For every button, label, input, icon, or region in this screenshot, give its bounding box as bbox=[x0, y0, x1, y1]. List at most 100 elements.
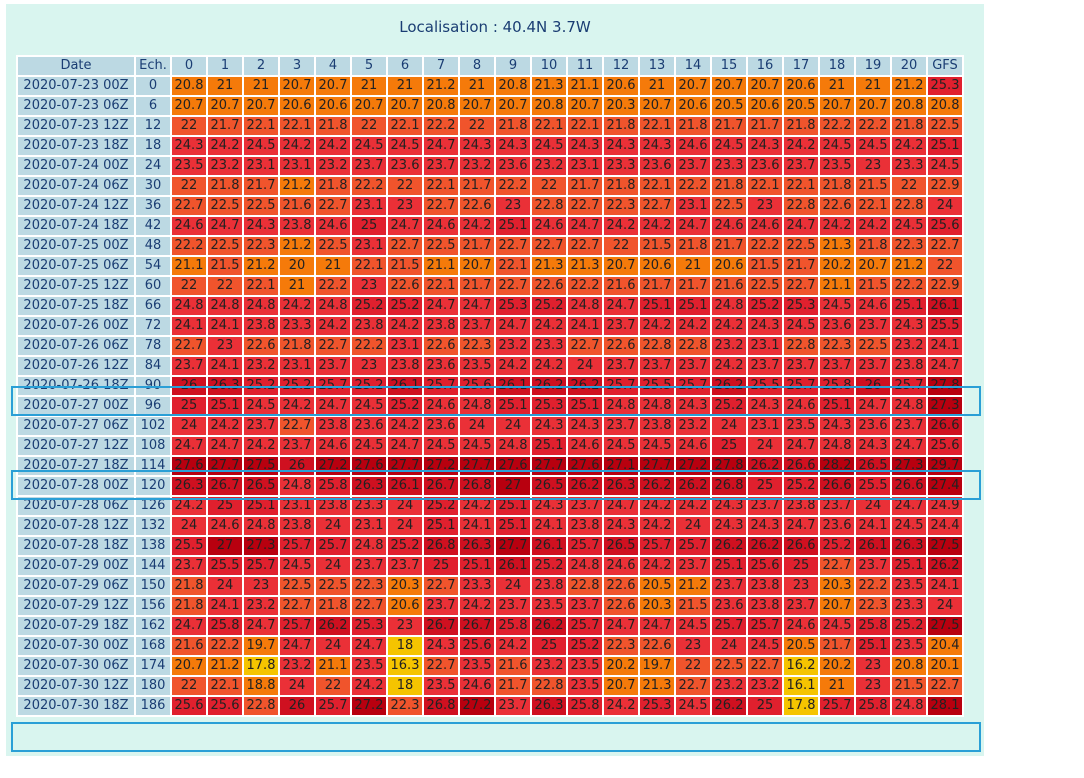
temperature-cell: 26 bbox=[278, 695, 316, 717]
temperature-cell: 23.7 bbox=[674, 155, 712, 177]
temperature-cell: 25.5 bbox=[638, 375, 676, 397]
temperature-cell: 24 bbox=[710, 415, 748, 437]
temperature-cell: 23.1 bbox=[242, 155, 280, 177]
temperature-cell: 24.1 bbox=[854, 515, 892, 537]
temperature-cell: 22.7 bbox=[422, 195, 460, 217]
temperature-cell: 21.8 bbox=[206, 175, 244, 197]
temperature-cell: 25 bbox=[746, 695, 784, 717]
row-ech: 102 bbox=[134, 415, 172, 437]
temperature-cell: 20.7 bbox=[638, 95, 676, 117]
temperature-cell: 24.3 bbox=[602, 515, 640, 537]
temperature-cell: 23.5 bbox=[458, 655, 496, 677]
temperature-cell: 24.2 bbox=[854, 215, 892, 237]
row-ech: 174 bbox=[134, 655, 172, 677]
temperature-cell: 24.6 bbox=[170, 215, 208, 237]
temperature-cell: 22.3 bbox=[818, 335, 856, 357]
temperature-cell: 23.2 bbox=[494, 335, 532, 357]
temperature-cell: 22.2 bbox=[314, 275, 352, 297]
temperature-cell: 22.7 bbox=[782, 275, 820, 297]
temperature-cell: 24.5 bbox=[278, 555, 316, 577]
temperature-cell: 27.3 bbox=[926, 395, 964, 417]
temperature-cell: 23.7 bbox=[350, 155, 388, 177]
row-ech: 150 bbox=[134, 575, 172, 597]
temperature-cell: 23.7 bbox=[350, 555, 388, 577]
table-row: 2020-07-27 00Z 96 25 25.1 24.5 24.2 24.7 24.5 25… bbox=[16, 395, 964, 417]
temperature-cell: 21.3 bbox=[530, 255, 568, 277]
table-row: 2020-07-26 06Z 78 22.7 23 22.6 21.8 22.7 22.2 23… bbox=[16, 335, 964, 357]
row-ech: 36 bbox=[134, 195, 172, 217]
temperature-cell: 24 bbox=[170, 515, 208, 537]
temperature-cell: 25.2 bbox=[422, 495, 460, 517]
temperature-cell: 22 bbox=[602, 235, 640, 257]
temperature-cell: 24.2 bbox=[494, 355, 532, 377]
temperature-cell: 24.5 bbox=[674, 695, 712, 717]
temperature-cell: 21.7 bbox=[206, 115, 244, 137]
table-row: 2020-07-28 12Z 132 24 24.6 24.8 23.8 24 23.1 24 2… bbox=[16, 515, 964, 537]
temperature-cell: 23.8 bbox=[314, 495, 352, 517]
temperature-cell: 23.7 bbox=[494, 695, 532, 717]
temperature-cell: 21.8 bbox=[674, 115, 712, 137]
temperature-cell: 20.8 bbox=[530, 95, 568, 117]
temperature-cell: 26.6 bbox=[890, 475, 928, 497]
temperature-cell: 28.2 bbox=[818, 455, 856, 477]
temperature-cell: 24.3 bbox=[818, 415, 856, 437]
column-header-member: 14 bbox=[674, 55, 712, 77]
row-ech: 120 bbox=[134, 475, 172, 497]
temperature-cell: 16.2 bbox=[782, 655, 820, 677]
temperature-cell: 24.7 bbox=[206, 435, 244, 457]
temperature-cell: 21.5 bbox=[638, 235, 676, 257]
temperature-cell: 25.1 bbox=[890, 555, 928, 577]
temperature-cell: 24.3 bbox=[890, 315, 928, 337]
temperature-cell: 23.5 bbox=[170, 155, 208, 177]
row-date: 2020-07-27 18Z bbox=[16, 455, 136, 477]
temperature-cell: 27 bbox=[494, 475, 532, 497]
table-row: 2020-07-25 06Z 54 21.1 21.5 21.2 20 21 22.1 21.5… bbox=[16, 255, 964, 277]
temperature-cell: 23 bbox=[494, 195, 532, 217]
temperature-cell: 22 bbox=[350, 115, 388, 137]
temperature-cell: 22.2 bbox=[422, 115, 460, 137]
table-row: 2020-07-30 00Z 168 21.6 22.2 19.7 24.7 24 24.7 1… bbox=[16, 635, 964, 657]
temperature-cell: 22.1 bbox=[530, 115, 568, 137]
temperature-cell: 24.7 bbox=[170, 615, 208, 637]
row-date: 2020-07-25 06Z bbox=[16, 255, 136, 277]
temperature-cell: 26.5 bbox=[242, 475, 280, 497]
temperature-cell: 24.2 bbox=[674, 495, 712, 517]
temperature-cell: 25.2 bbox=[566, 635, 604, 657]
temperature-cell: 24.7 bbox=[602, 615, 640, 637]
temperature-cell: 18 bbox=[386, 635, 424, 657]
temperature-cell: 21.8 bbox=[278, 335, 316, 357]
temperature-cell: 24.7 bbox=[782, 435, 820, 457]
row-date: 2020-07-24 12Z bbox=[16, 195, 136, 217]
temperature-cell: 24.2 bbox=[710, 315, 748, 337]
row-ech: 66 bbox=[134, 295, 172, 317]
temperature-cell: 21 bbox=[818, 675, 856, 697]
temperature-table: Date Ech. 0 1 2 3 4 5 6 7 8 9 10 11 12 13 14 15 16 17 18 19 20… bbox=[16, 55, 964, 717]
temperature-cell: 21.2 bbox=[206, 655, 244, 677]
row-ech: 78 bbox=[134, 335, 172, 357]
row-ech: 168 bbox=[134, 635, 172, 657]
temperature-cell: 24 bbox=[170, 415, 208, 437]
temperature-cell: 23.7 bbox=[170, 555, 208, 577]
row-date: 2020-07-30 18Z bbox=[16, 695, 136, 717]
row-ech: 48 bbox=[134, 235, 172, 257]
temperature-cell: 23.7 bbox=[818, 355, 856, 377]
temperature-cell: 22.7 bbox=[566, 235, 604, 257]
temperature-cell: 21.6 bbox=[278, 195, 316, 217]
temperature-cell: 21.2 bbox=[890, 255, 928, 277]
column-header-date: Date bbox=[16, 55, 136, 77]
temperature-cell: 23.3 bbox=[530, 335, 568, 357]
temperature-cell: 20.7 bbox=[314, 75, 352, 97]
temperature-cell: 20.6 bbox=[386, 595, 424, 617]
temperature-cell: 25.7 bbox=[314, 695, 352, 717]
temperature-cell: 24 bbox=[314, 515, 352, 537]
row-ech: 24 bbox=[134, 155, 172, 177]
temperature-cell: 23.8 bbox=[278, 215, 316, 237]
temperature-cell: 25.1 bbox=[638, 295, 676, 317]
temperature-cell: 23.6 bbox=[494, 155, 532, 177]
temperature-cell: 25.5 bbox=[926, 315, 964, 337]
temperature-cell: 25.1 bbox=[242, 495, 280, 517]
row-ech: 54 bbox=[134, 255, 172, 277]
temperature-cell: 21.2 bbox=[278, 175, 316, 197]
temperature-cell: 24.2 bbox=[818, 215, 856, 237]
temperature-cell: 23.6 bbox=[350, 415, 388, 437]
